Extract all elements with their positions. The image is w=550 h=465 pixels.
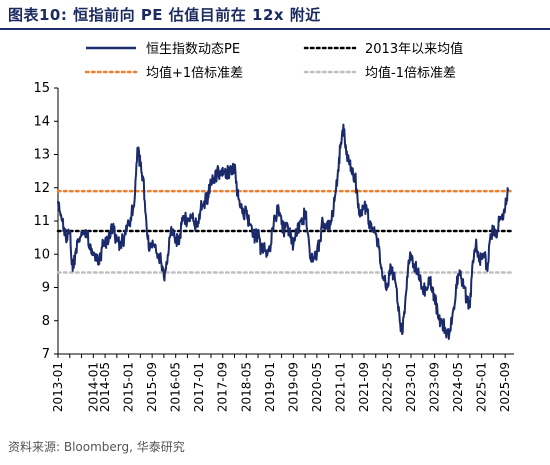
source-note: 资料来源: Bloomberg, 华泰研究 <box>8 440 185 454</box>
x-tick-label: 2015-01 <box>122 362 136 412</box>
x-tick-label: 2023-09 <box>428 362 442 412</box>
y-tick-label: 12 <box>33 181 50 196</box>
x-tick-label: 2016-05 <box>169 362 183 412</box>
y-tick-label: 10 <box>33 247 50 262</box>
x-tick-label: 2023-01 <box>404 362 418 412</box>
x-tick-label: 2025-01 <box>475 362 489 412</box>
x-tick-label: 2013-01 <box>51 362 65 412</box>
legend-label-1: 2013年以来均值 <box>365 41 463 57</box>
x-tick-label: 2020-05 <box>310 362 324 412</box>
x-tick-label: 2021-01 <box>333 362 347 412</box>
y-tick-label: 11 <box>33 214 50 229</box>
series-line-pe <box>57 123 510 340</box>
x-tick-label: 2024-05 <box>451 362 465 412</box>
y-tick-label: 8 <box>42 314 50 329</box>
x-tick-label: 2014-05 <box>98 362 112 412</box>
y-tick-label: 7 <box>42 347 50 362</box>
x-tick-label: 2017-01 <box>192 362 206 412</box>
legend-label-2: 均值+1倍标准差 <box>146 65 243 81</box>
x-tick-label: 2015-09 <box>145 362 159 412</box>
x-tick-label: 2019-09 <box>286 362 300 412</box>
x-tick-label: 2022-05 <box>380 362 394 412</box>
legend-label-0: 恒生指数动态PE <box>146 42 240 57</box>
y-tick-label: 14 <box>33 114 50 129</box>
y-tick-label: 13 <box>33 148 50 163</box>
x-tick-label: 2014-01 <box>86 362 100 412</box>
x-tick-label: 2017-09 <box>216 362 230 412</box>
y-tick-label: 15 <box>33 81 50 96</box>
title-bar: 图表10: 恒指前向 PE 估值目前在 12x 附近 <box>0 0 550 30</box>
x-tick-label: 2018-05 <box>239 362 253 412</box>
chart-title: 图表10: 恒指前向 PE 估值目前在 12x 附近 <box>8 6 321 24</box>
legend-label-3: 均值-1倍标准差 <box>365 65 456 81</box>
x-tick-label: 2019-01 <box>263 362 277 412</box>
x-tick-label: 2021-09 <box>357 362 371 412</box>
x-tick-label: 2025-09 <box>498 362 512 412</box>
y-tick-label: 9 <box>42 281 50 296</box>
